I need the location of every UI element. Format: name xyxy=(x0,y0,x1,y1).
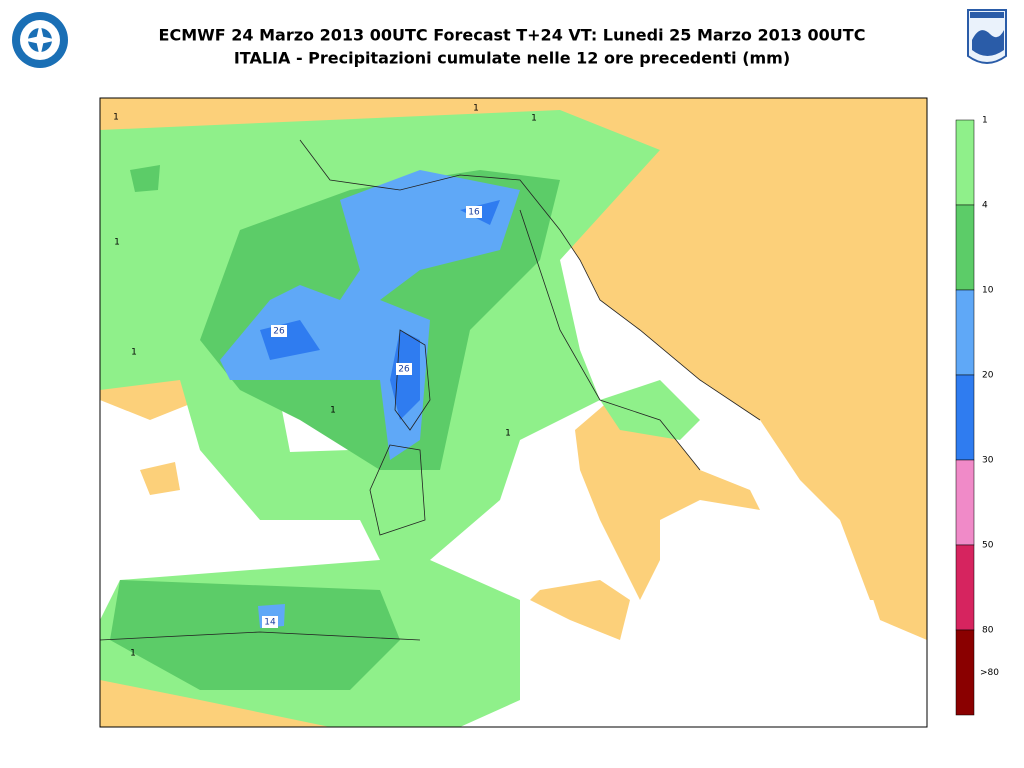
legend-label: 10 xyxy=(982,286,994,296)
legend-swatch xyxy=(955,374,975,461)
contour-label: 26 xyxy=(398,365,410,375)
legend-label: 30 xyxy=(982,456,994,466)
color-legend: 1 4 10 20 30 50 80 >80 xyxy=(955,116,999,716)
map xyxy=(99,97,928,728)
legend-label: 1 xyxy=(982,116,988,126)
contour-label: 1 xyxy=(113,113,119,123)
legend-label: >80 xyxy=(980,668,999,678)
contour-label: 1 xyxy=(114,238,120,248)
label-box xyxy=(262,616,278,628)
legend-label: 20 xyxy=(982,371,994,381)
legend-swatch xyxy=(955,629,975,716)
title-line-2: ITALIA - Precipitazioni cumulate nelle 1… xyxy=(234,49,790,68)
contour-label: 1 xyxy=(131,348,137,358)
contour-label: 1 xyxy=(473,104,479,114)
borders xyxy=(100,139,761,641)
contour-label: 1 xyxy=(505,429,511,439)
legend-swatch xyxy=(955,459,975,546)
legend-swatch xyxy=(955,204,975,291)
legend-swatch xyxy=(955,119,975,206)
legend-label: 80 xyxy=(982,626,994,636)
legend-label: 50 xyxy=(982,541,994,551)
label-box xyxy=(466,206,482,218)
logo-right xyxy=(967,9,1007,64)
legend-swatch xyxy=(955,544,975,631)
legend-swatch xyxy=(955,289,975,376)
title-line-1: ECMWF 24 Marzo 2013 00UTC Forecast T+24 … xyxy=(159,26,866,45)
contour-label: 16 xyxy=(468,208,480,218)
map-frame xyxy=(99,97,928,728)
contour-label: 26 xyxy=(273,327,285,337)
contour-label: 1 xyxy=(330,406,336,416)
contour-label: 1 xyxy=(130,649,136,659)
legend-label: 4 xyxy=(982,201,988,211)
label-box xyxy=(396,363,412,375)
contour-label: 1 xyxy=(531,114,537,124)
label-box xyxy=(271,325,287,337)
contour-label: 14 xyxy=(264,618,276,628)
map-labels: 1 1 1 1 1 1 1 26 26 16 14 1 xyxy=(113,104,537,659)
precip-10-20 xyxy=(220,170,520,460)
logo-left xyxy=(12,12,68,68)
